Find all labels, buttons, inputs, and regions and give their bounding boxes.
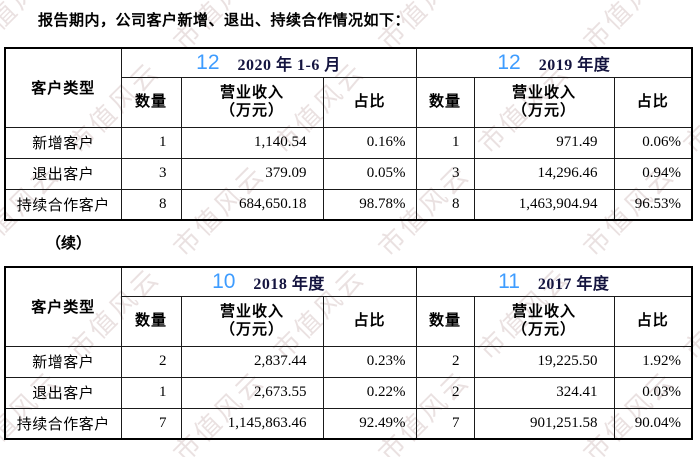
row-header-cell: 客户类型	[4, 47, 122, 128]
quantity-cell: 3	[120, 157, 182, 190]
period-title: 2020 年 1-6 月	[237, 56, 341, 74]
ratio-cell: 0.16%	[322, 126, 417, 159]
row-label-cell: 新增客户	[4, 345, 122, 378]
quantity-cell: 1	[120, 376, 182, 409]
revenue-cell: 684,650.18	[180, 188, 324, 221]
period-header-cell: 12 2019 年度	[415, 47, 693, 78]
revenue-cell: 19,225.50	[473, 345, 615, 378]
quantity-cell: 1	[415, 126, 475, 159]
period-title: 2018 年度	[253, 275, 325, 293]
ratio-cell: 1.92%	[613, 345, 693, 378]
ratio-cell: 98.78%	[322, 188, 417, 221]
period-header-cell: 11 2017 年度	[415, 266, 693, 297]
ratio-cell: 90.04%	[613, 407, 693, 440]
table-row: 持续合作客户 8 684,650.18 98.78% 8 1,463,904.94 96.5…	[4, 188, 693, 221]
row-label-cell: 退出客户	[4, 157, 122, 190]
row-label-cell: 持续合作客户	[4, 188, 122, 221]
ratio-cell: 0.94%	[613, 157, 693, 190]
revenue-cell: 379.09	[180, 157, 324, 190]
table-row: 新增客户 2 2,837.44 0.23% 2 19,225.50 1.92%	[4, 345, 693, 378]
revenue-cell: 324.41	[473, 376, 615, 409]
period-header-cell: 12 2020 年 1-6 月	[120, 47, 417, 78]
period-title: 2019 年度	[538, 56, 611, 74]
revenue-cell: 901,251.58	[473, 407, 615, 440]
ratio-cell: 0.06%	[613, 126, 693, 159]
customer-table-2020-2019: 客户类型 12 2020 年 1-6 月 12 2019 年度 数量 营业收入 （万元） 占比数…	[4, 47, 694, 221]
ratio-cell: 96.53%	[613, 188, 693, 221]
ratio-cell: 0.23%	[322, 345, 417, 378]
quantity-cell: 7	[120, 407, 182, 440]
quantity-cell: 2	[415, 345, 475, 378]
period-header-cell: 10 2018 年度	[120, 266, 417, 297]
revenue-cell: 14,296.46	[473, 157, 615, 190]
row-label-cell: 新增客户	[4, 126, 122, 159]
ratio-cell: 92.49%	[322, 407, 417, 440]
quantity-cell: 1	[120, 126, 182, 159]
qty-header: 数量	[120, 76, 182, 128]
ratio-header: 占比	[613, 295, 693, 347]
quantity-cell: 8	[120, 188, 182, 221]
qty-header: 数量	[415, 295, 475, 347]
annotation-badge: 12	[497, 51, 521, 75]
ratio-cell: 0.03%	[613, 376, 693, 409]
revenue-cell: 2,837.44	[180, 345, 324, 378]
continued-label: （续）	[46, 236, 92, 252]
qty-header: 数量	[415, 76, 475, 128]
ratio-header: 占比	[322, 76, 417, 128]
annotation-badge: 11	[498, 270, 520, 294]
revenue-header: 营业收入 （万元）	[180, 295, 324, 347]
revenue-header: 营业收入 （万元）	[473, 76, 615, 128]
quantity-cell: 2	[415, 376, 475, 409]
revenue-cell: 971.49	[473, 126, 615, 159]
row-label-cell: 退出客户	[4, 376, 122, 409]
revenue-cell: 1,463,904.94	[473, 188, 615, 221]
ratio-header: 占比	[613, 76, 693, 128]
qty-header: 数量	[120, 295, 182, 347]
row-header-cell: 客户类型	[4, 266, 122, 347]
table-row: 持续合作客户 7 1,145,863.46 92.49% 7 901,251.58 90.0…	[4, 407, 693, 440]
table-row: 新增客户 1 1,140.54 0.16% 1 971.49 0.06%	[4, 126, 693, 159]
period-title: 2017 年度	[537, 275, 610, 293]
quantity-cell: 2	[120, 345, 182, 378]
quantity-cell: 8	[415, 188, 475, 221]
annotation-badge: 12	[196, 51, 220, 75]
quantity-cell: 7	[415, 407, 475, 440]
revenue-header: 营业收入 （万元）	[180, 76, 324, 128]
revenue-header: 营业收入 （万元）	[473, 295, 615, 347]
revenue-cell: 1,140.54	[180, 126, 324, 159]
row-label-cell: 持续合作客户	[4, 407, 122, 440]
quantity-cell: 3	[415, 157, 475, 190]
ratio-header: 占比	[322, 295, 417, 347]
document-content: 报告期内，公司客户新增、退出、持续合作情况如下： 客户类型 12 2020 年 1-…	[0, 11, 700, 440]
ratio-cell: 0.22%	[322, 376, 417, 409]
revenue-cell: 1,145,863.46	[180, 407, 324, 440]
table-row: 退出客户 1 2,673.55 0.22% 2 324.41 0.03%	[4, 376, 693, 409]
annotation-badge: 10	[212, 270, 236, 294]
customer-table-2018-2017: 客户类型 10 2018 年度 11 2017 年度 数量 营业收入 （万元） 占比 数量 营业收入…	[4, 266, 694, 440]
ratio-cell: 0.05%	[322, 157, 417, 190]
table-row: 退出客户 3 379.09 0.05% 3 14,296.46 0.94%	[4, 157, 693, 190]
revenue-cell: 2,673.55	[180, 376, 324, 409]
intro-text: 报告期内，公司客户新增、退出、持续合作情况如下：	[38, 13, 411, 29]
